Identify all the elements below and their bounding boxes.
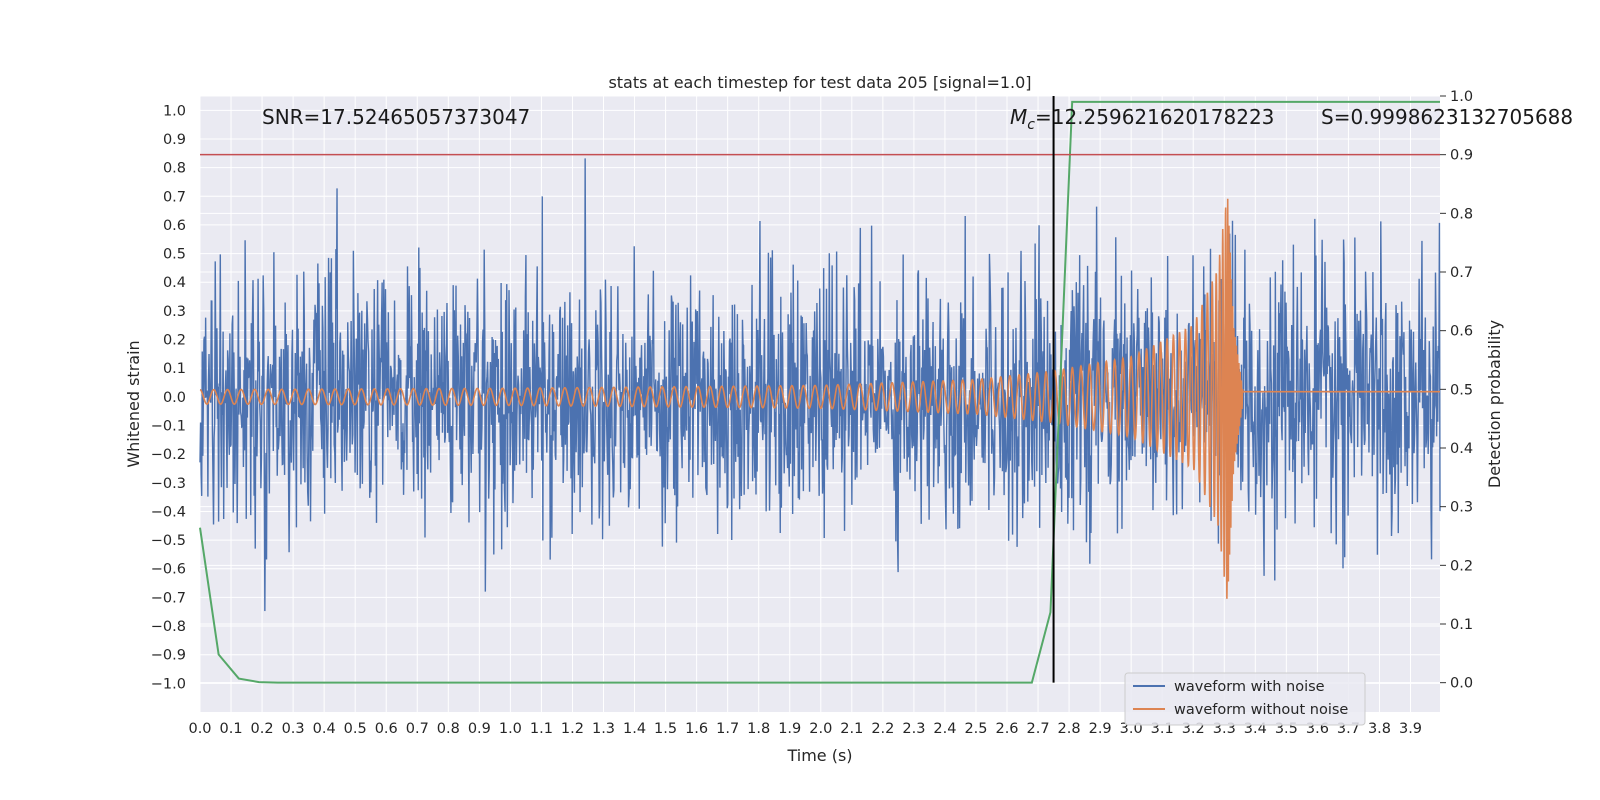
y-left-tick-label: 0.7 <box>163 189 186 205</box>
y-right-tick-label: 0.7 <box>1450 265 1473 281</box>
y-right-tick-label: 0.0 <box>1450 676 1473 692</box>
y-right-tick-label: 0.1 <box>1450 617 1473 633</box>
x-tick-label: 2.8 <box>1058 721 1081 737</box>
x-tick-label: 2.6 <box>995 721 1018 737</box>
y-left-tick-label: 0.0 <box>163 390 186 406</box>
y-right-tick-label: 0.9 <box>1450 148 1473 164</box>
x-tick-label: 0.2 <box>251 721 274 737</box>
y-left-tick-label: 0.6 <box>163 218 186 234</box>
x-tick-label: 0.3 <box>282 721 305 737</box>
y-right-tick-label: 0.5 <box>1450 382 1473 398</box>
x-tick-label: 1.4 <box>623 721 646 737</box>
x-tick-label: 1.2 <box>561 721 584 737</box>
x-tick-label: 1.5 <box>654 721 677 737</box>
x-tick-label: 1.8 <box>747 721 770 737</box>
y-left-tick-label: −1.0 <box>151 676 186 692</box>
y-right-tick-label: 0.3 <box>1450 500 1473 516</box>
x-tick-label: 2.7 <box>1027 721 1050 737</box>
y-left-tick-label: −0.9 <box>151 648 186 664</box>
x-tick-label: 3.8 <box>1368 721 1391 737</box>
y-left-tick-label: 1.0 <box>163 103 186 119</box>
x-tick-label: 1.1 <box>530 721 553 737</box>
y-left-tick-label: −0.7 <box>151 590 186 606</box>
x-tick-label: 0.4 <box>313 721 336 737</box>
x-tick-label: 0.5 <box>344 721 367 737</box>
y-left-tick-label: 0.1 <box>163 361 186 377</box>
y-left-tick-label: 0.2 <box>163 333 186 349</box>
snr-annotation: SNR=17.52465057373047 <box>262 105 530 129</box>
y-right-tick-label: 1.0 <box>1450 89 1473 105</box>
y-left-tick-label: 0.8 <box>163 161 186 177</box>
y-right-tick-label: 0.2 <box>1450 558 1473 574</box>
y-left-tick-label: −0.3 <box>151 476 186 492</box>
y-axis-label-right: Detection probability <box>1485 320 1504 488</box>
y-left-tick-label: 0.3 <box>163 304 186 320</box>
y-right-tick-labels: 1.0 0.9 0.8 0.7 0.6 0.5 0.4 0.3 0.2 0.1 0.0 <box>1440 89 1473 692</box>
x-tick-label: 2.5 <box>964 721 987 737</box>
y-left-tick-label: 0.9 <box>163 132 186 148</box>
score-annotation: S=0.9998623132705688 <box>1321 105 1573 129</box>
y-left-tick-label: −0.1 <box>151 418 186 434</box>
legend-label-clean: waveform without noise <box>1174 702 1348 718</box>
x-tick-label: 2.2 <box>871 721 894 737</box>
waveform-without-noise-line <box>199 198 1440 599</box>
y-left-tick-label: 0.5 <box>163 247 186 263</box>
x-tick-label: 0.1 <box>220 721 243 737</box>
x-tick-label: 0.9 <box>468 721 491 737</box>
x-tick-label: 1.0 <box>499 721 522 737</box>
x-tick-label: 1.6 <box>685 721 708 737</box>
x-tick-label: 0.7 <box>406 721 429 737</box>
x-tick-label: 2.0 <box>809 721 832 737</box>
legend-box <box>1124 672 1366 726</box>
x-tick-label: 0.6 <box>375 721 398 737</box>
x-tick-label: 2.4 <box>933 721 956 737</box>
reference-lines <box>200 96 1440 683</box>
y-left-tick-label: 0.4 <box>163 275 186 291</box>
y-right-tick-label: 0.6 <box>1450 324 1473 340</box>
x-tick-label: 0.0 <box>188 721 211 737</box>
series-waveform-without-noise <box>199 198 1440 599</box>
y-left-tick-label: −0.5 <box>151 533 186 549</box>
legend-label-noisy: waveform with noise <box>1174 679 1325 695</box>
y-left-tick-label: −0.2 <box>151 447 186 463</box>
chirp-mass-annotation: Mc=12.259621620178223 <box>1010 105 1274 133</box>
x-tick-label: 2.3 <box>902 721 925 737</box>
x-tick-label: 2.1 <box>840 721 863 737</box>
x-tick-label: 1.7 <box>716 721 739 737</box>
x-tick-label: 2.9 <box>1089 721 1112 737</box>
x-axis-label: Time (s) <box>786 746 852 765</box>
y-right-tick-label: 0.8 <box>1450 206 1473 222</box>
y-left-tick-labels: 1.0 0.9 0.8 0.7 0.6 0.5 0.4 0.3 0.2 0.1 0.0 −0.1 −0.… <box>151 103 186 692</box>
x-tick-label: 1.9 <box>778 721 801 737</box>
detection-probability-line <box>199 100 1440 684</box>
x-tick-label: 3.9 <box>1399 721 1422 737</box>
y-axis-label-left: Whitened strain <box>124 340 143 467</box>
legend: waveform with noise waveform without noi… <box>1124 672 1366 726</box>
y-left-tick-label: −0.8 <box>151 619 186 635</box>
y-left-tick-label: −0.4 <box>151 504 186 520</box>
y-right-tick-label: 0.4 <box>1450 441 1473 457</box>
x-tick-label: 1.3 <box>592 721 615 737</box>
chart-title: stats at each timestep for test data 205… <box>608 73 1031 92</box>
x-tick-label: 0.8 <box>437 721 460 737</box>
series-detection-probability <box>199 100 1440 684</box>
y-left-tick-label: −0.6 <box>151 562 186 578</box>
